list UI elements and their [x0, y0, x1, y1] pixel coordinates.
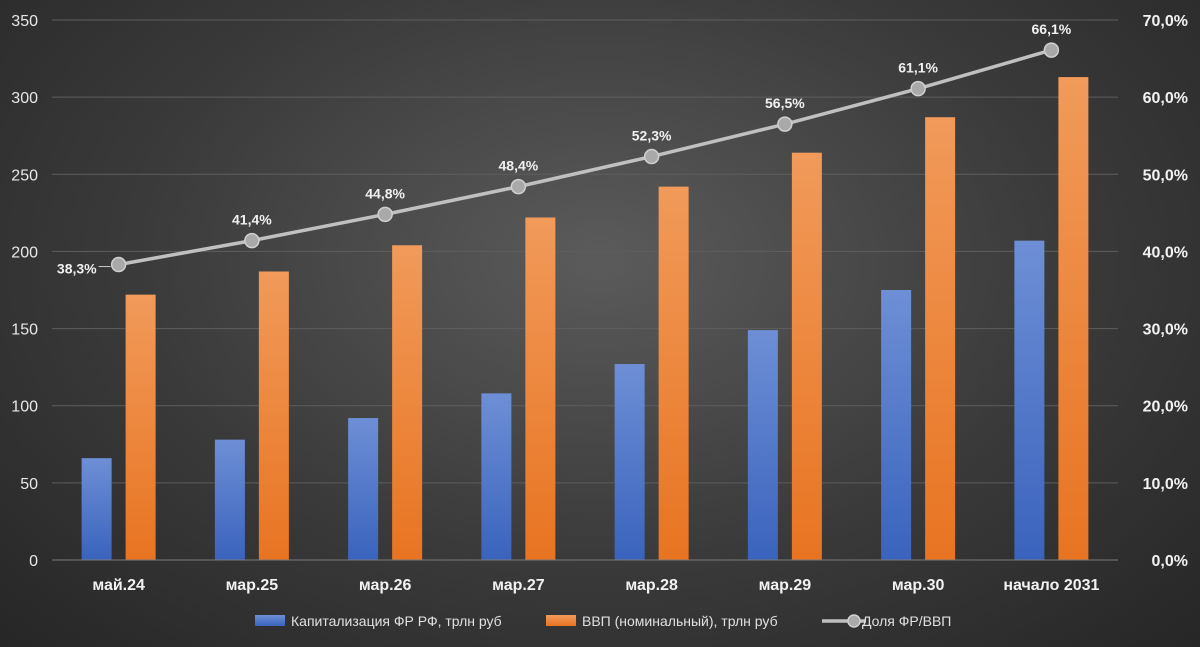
bar-gdp: [1058, 77, 1089, 560]
share-data-label: 41,4%: [232, 212, 272, 228]
share-line: 38,3% 41,4% 44,8% 48,4% 52,3% 56,5% 61,1% 66,1%: [57, 21, 1072, 276]
legend-share-swatch-marker: [847, 614, 861, 628]
axes: 0 50 100 150 200 250 300 350 0,0% 10,0% 20,0% 30,0%…: [11, 13, 1188, 594]
share-point: [1043, 42, 1060, 58]
share-data-label: 38,3%: [57, 261, 97, 277]
x-category-label: май.24: [92, 577, 145, 594]
bar-gdp: [525, 217, 556, 560]
bar-capitalization: [214, 439, 245, 560]
y-right-tick-label: 60,0%: [1143, 90, 1188, 107]
x-category-label: начало 2031: [1003, 577, 1099, 594]
bar-capitalization: [481, 393, 512, 560]
bar-gdp: [258, 271, 289, 560]
bar-capitalization: [348, 418, 379, 560]
share-point: [643, 148, 660, 165]
y-left-tick-label: 300: [11, 90, 38, 107]
y-left-tick-label: 350: [11, 13, 38, 30]
share-data-label: 48,4%: [499, 158, 539, 174]
y-left-tick-label: 50: [20, 476, 38, 493]
share-data-label: 52,3%: [632, 128, 672, 144]
bar-gdp: [791, 152, 822, 560]
bar-capitalization: [81, 458, 112, 560]
share-point: [910, 80, 926, 97]
y-right-tick-label: 0,0%: [1152, 553, 1188, 570]
y-left-tick-label: 200: [11, 244, 38, 261]
x-category-label: мар.28: [625, 577, 678, 594]
share-data-label: 44,8%: [365, 185, 405, 201]
y-right-tick-label: 70,0%: [1143, 13, 1188, 30]
share-point: [110, 256, 127, 273]
bars: [81, 77, 1089, 560]
y-right-tick-label: 30,0%: [1143, 322, 1188, 339]
bar-capitalization: [614, 364, 645, 560]
y-right-tick-label: 40,0%: [1143, 244, 1188, 261]
legend-capitalization-label: Капитализация ФР РФ, трлн руб: [291, 613, 502, 629]
share-point: [244, 232, 260, 249]
legend-gdp-swatch: [546, 615, 576, 626]
x-category-label: мар.26: [359, 577, 412, 594]
y-right-tick-label: 10,0%: [1143, 476, 1188, 493]
bar-gdp: [125, 294, 156, 560]
x-category-label: мар.30: [892, 577, 945, 594]
y-right-tick-label: 20,0%: [1143, 399, 1188, 416]
bar-capitalization: [747, 330, 778, 560]
x-category-label: мар.29: [759, 577, 812, 594]
legend-capitalization-swatch: [255, 615, 285, 626]
share-data-label: 56,5%: [765, 95, 805, 111]
legend: Капитализация ФР РФ, трлн руб ВВП (номина…: [255, 613, 951, 629]
share-line-path: [118, 48, 1052, 267]
bar-capitalization: [1014, 240, 1045, 560]
legend-gdp-label: ВВП (номинальный), трлн руб: [582, 613, 778, 629]
share-data-label: 66,1%: [1032, 21, 1072, 37]
share-data-label: 61,1%: [898, 60, 938, 76]
gridlines: [52, 19, 1118, 561]
bar-capitalization: [881, 290, 912, 560]
y-left-tick-label: 250: [11, 167, 38, 184]
share-point: [777, 116, 793, 132]
bar-gdp: [392, 245, 423, 560]
y-left-tick-label: 0: [29, 553, 38, 570]
bar-gdp: [658, 186, 689, 560]
bar-gdp: [925, 117, 956, 560]
share-point: [377, 206, 393, 223]
x-category-label: мар.27: [492, 577, 545, 594]
legend-share-label: Доля ФР/ВВП: [862, 613, 951, 629]
share-point: [510, 178, 527, 195]
y-left-tick-label: 100: [11, 399, 38, 416]
y-left-tick-label: 150: [11, 322, 38, 339]
y-right-tick-label: 50,0%: [1143, 167, 1188, 184]
x-category-label: мар.25: [226, 577, 279, 594]
